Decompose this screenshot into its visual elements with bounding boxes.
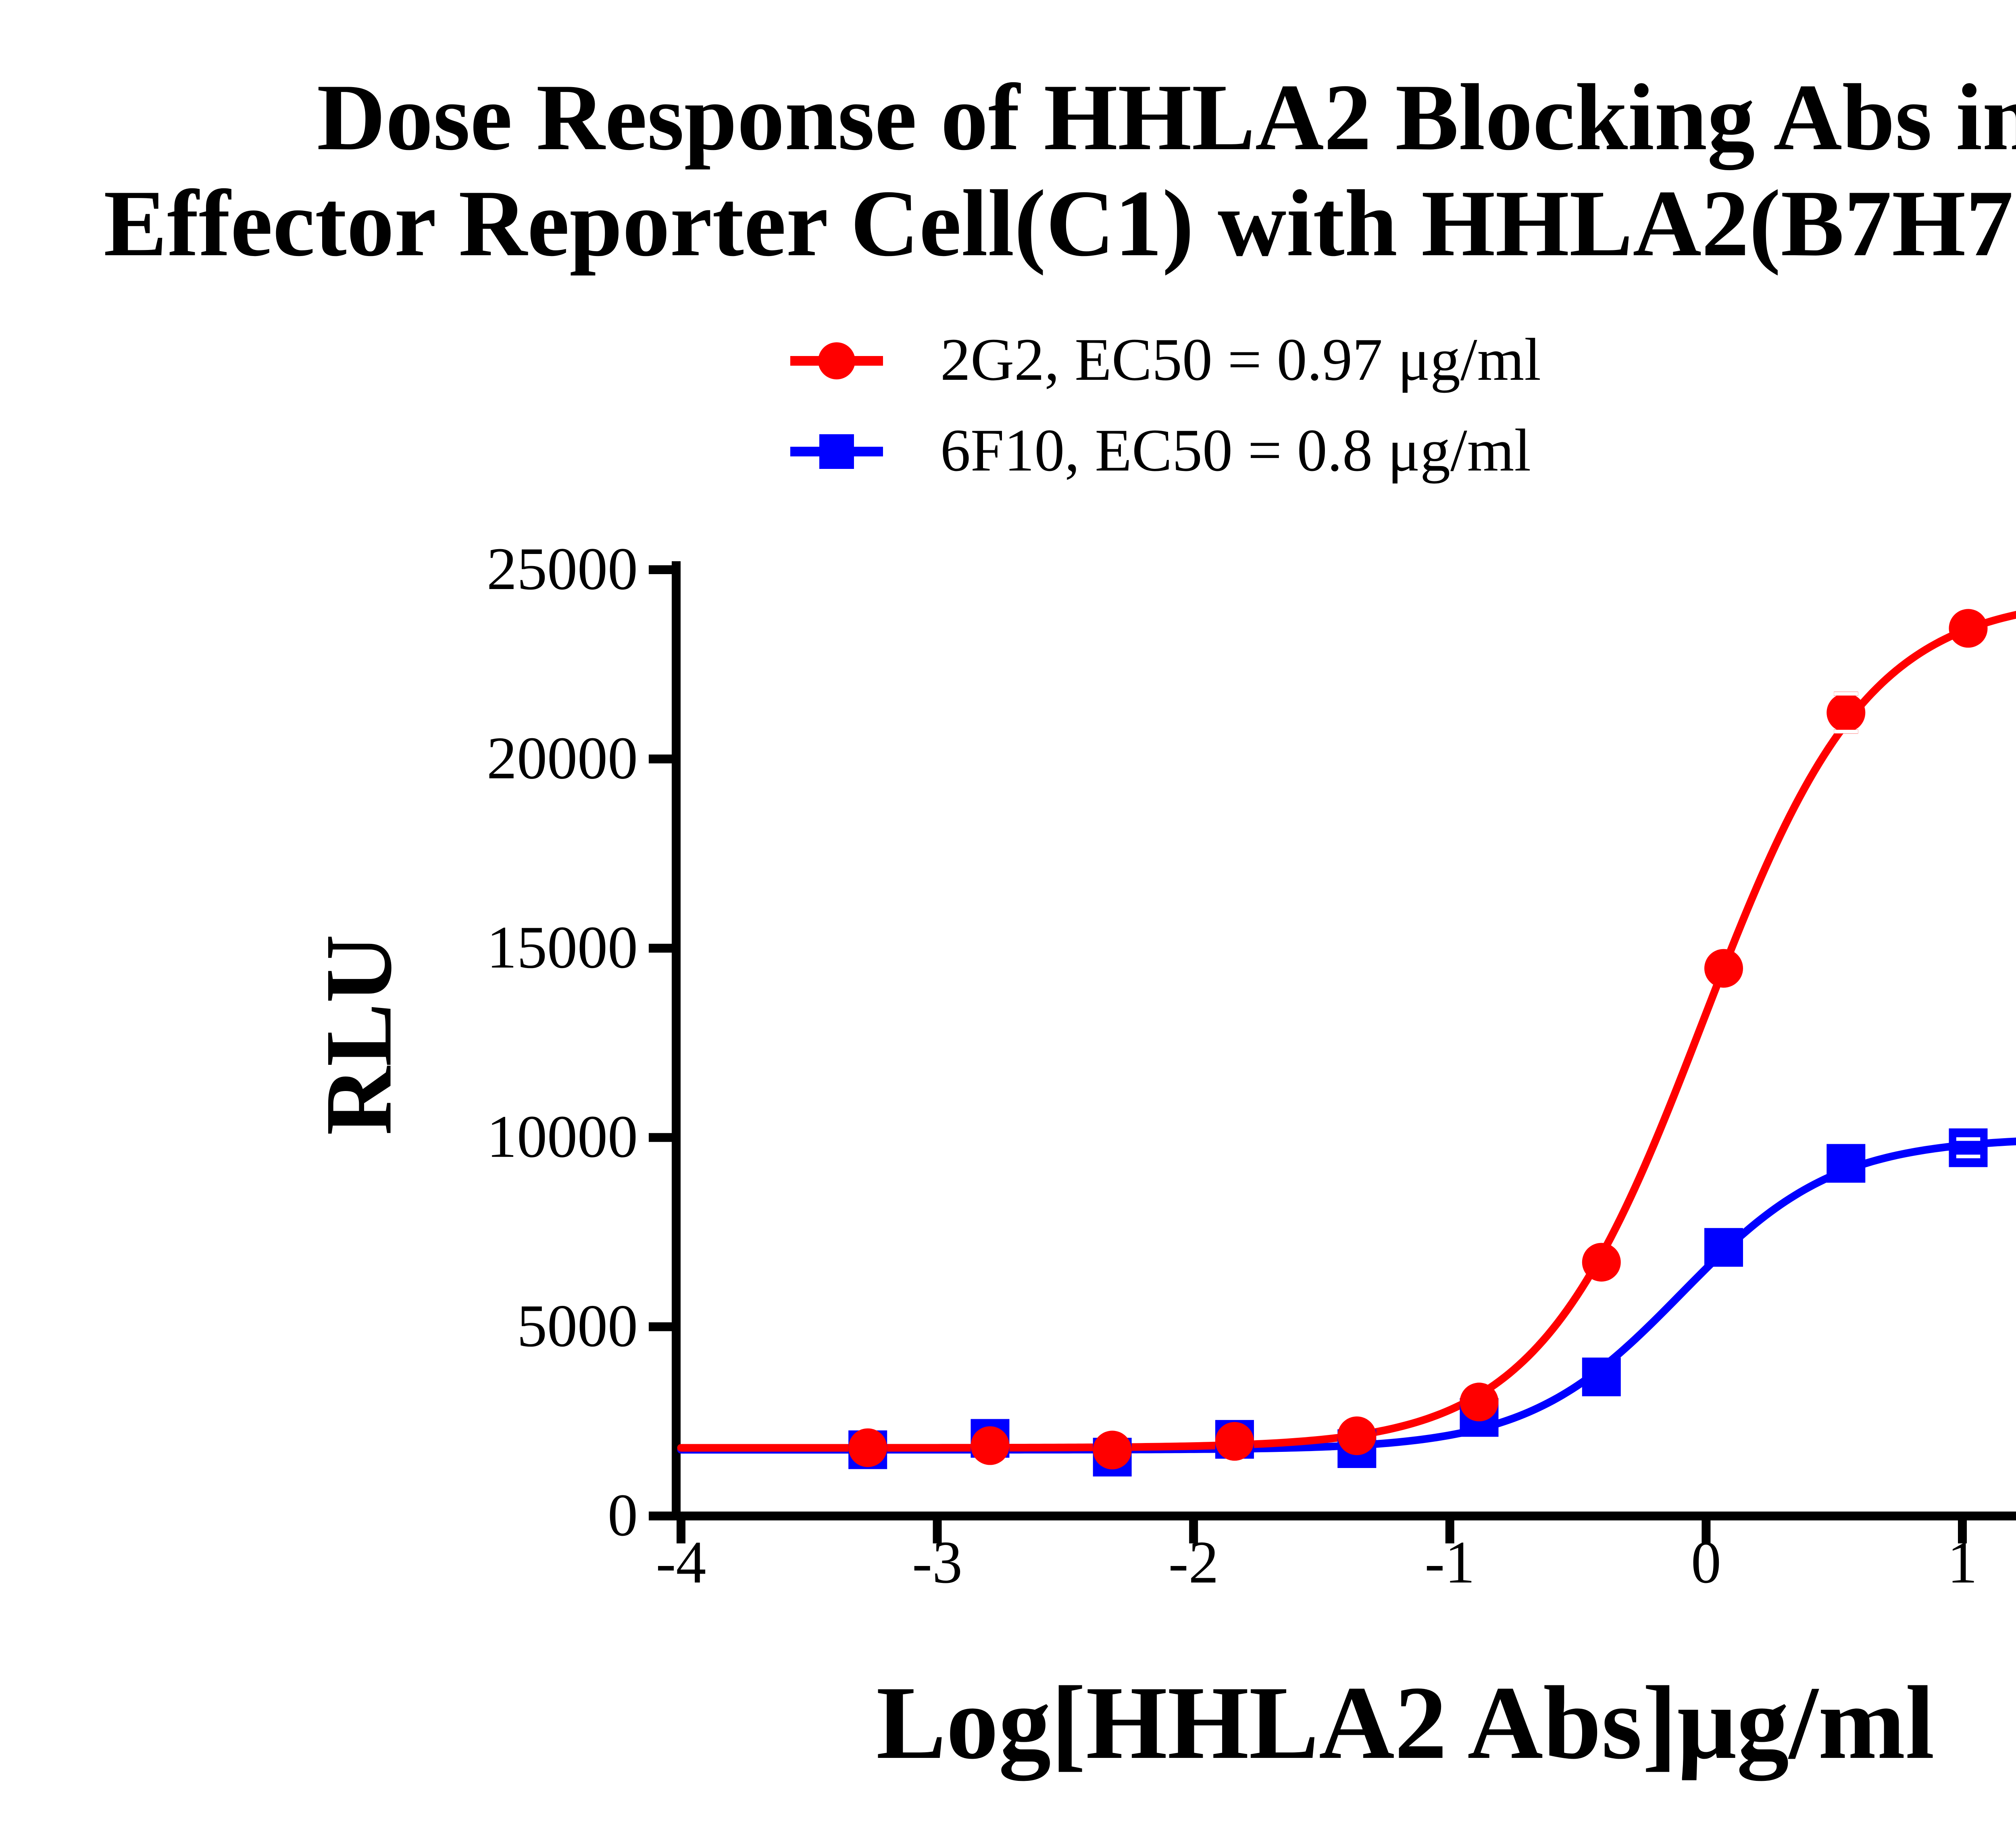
svg-text:0: 0 (1691, 1529, 1721, 1596)
svg-text:-2: -2 (1168, 1529, 1219, 1596)
svg-text:Effector Reporter Cell(C1) wit: Effector Reporter Cell(C1) with HHLA2(B7… (104, 171, 2016, 276)
svg-text:20000: 20000 (487, 725, 638, 791)
svg-text:-4: -4 (656, 1529, 706, 1596)
svg-text:-3: -3 (912, 1529, 962, 1596)
svg-text:5000: 5000 (517, 1293, 638, 1360)
svg-text:10000: 10000 (487, 1103, 638, 1170)
svg-text:-1: -1 (1425, 1529, 1475, 1596)
svg-text:Dose Response of HHLA2 Blockin: Dose Response of HHLA2 Blocking Abs in K… (317, 65, 2016, 170)
svg-text:6F10, EC50 = 0.8 μg/ml: 6F10, EC50 = 0.8 μg/ml (940, 417, 1531, 484)
svg-text:RLU: RLU (306, 934, 412, 1135)
svg-text:2G2, EC50 = 0.97 μg/ml: 2G2, EC50 = 0.97 μg/ml (940, 326, 1541, 393)
svg-text:0: 0 (608, 1482, 638, 1549)
svg-text:25000: 25000 (487, 535, 638, 602)
svg-text:Log[HHLA2 Abs]μg/ml: Log[HHLA2 Abs]μg/ml (876, 1665, 1935, 1782)
svg-text:15000: 15000 (487, 914, 638, 981)
svg-text:1: 1 (1947, 1529, 1978, 1596)
